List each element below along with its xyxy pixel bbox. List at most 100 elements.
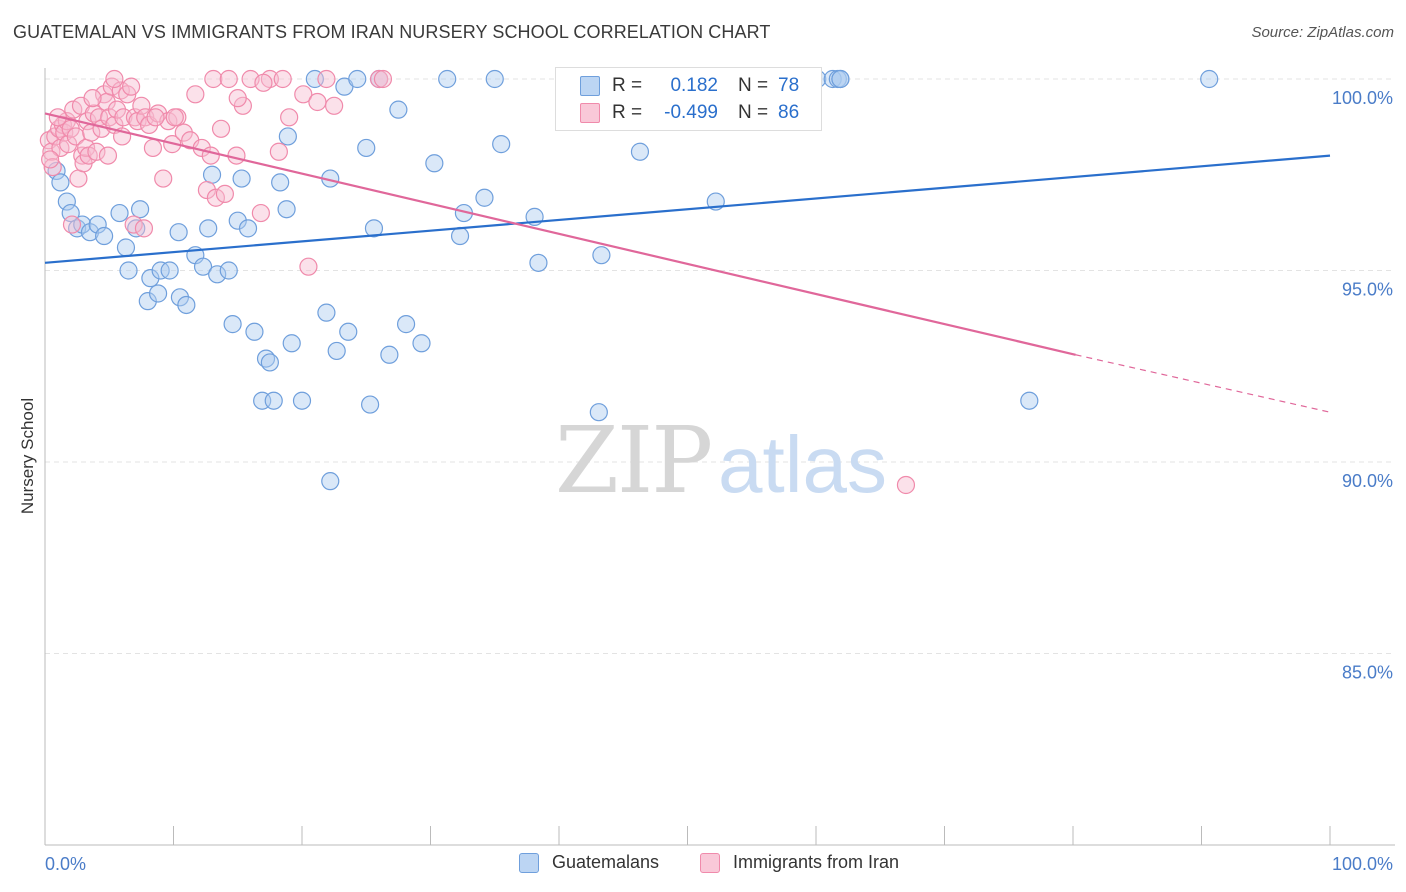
legend-n-label: N = (738, 102, 769, 123)
data-point-iran (206, 188, 226, 207)
data-point-iran (294, 85, 313, 104)
data-point-guatemalans (219, 261, 238, 280)
data-point-iran (373, 69, 393, 89)
data-point-guatemalans (116, 238, 136, 257)
data-point-guatemalans (592, 246, 611, 265)
data-point-iran (215, 184, 234, 203)
bottom-legend-guatemalans[interactable]: Guatemalans (519, 852, 659, 873)
legend-label-immigrants-from-iran: Immigrants from Iran (733, 852, 900, 872)
data-point-guatemalans (61, 203, 80, 223)
data-point-guatemalans (199, 219, 218, 238)
trend-line-guatemalans (44, 154, 1331, 264)
data-point-guatemalans (412, 334, 431, 353)
data-point-iran (69, 169, 88, 188)
data-point-guatemalans (148, 284, 168, 303)
data-point-guatemalans (51, 173, 70, 192)
data-point-iran (211, 119, 231, 138)
data-point-iran (269, 142, 288, 161)
watermark-zip: ZIP (555, 407, 711, 514)
x-tick-label-max: 100.0% (1332, 854, 1393, 874)
y-tick-label: 95.0% (1342, 280, 1393, 300)
data-point-guatemalans (80, 223, 100, 242)
data-point-guatemalans (396, 315, 416, 334)
source-label: Source: ZipAtlas.com (1251, 24, 1394, 41)
data-point-guatemalans (169, 223, 188, 242)
data-point-guatemalans (438, 69, 457, 89)
data-point-iran (251, 203, 270, 223)
legend-r-label: R = (612, 102, 643, 123)
data-point-iran (42, 142, 61, 161)
data-point-iran (325, 96, 344, 115)
legend-swatch-blue (519, 852, 539, 873)
data-point-iran (154, 169, 173, 188)
data-point-guatemalans (88, 215, 107, 234)
y-tick-label: 85.0% (1342, 663, 1393, 683)
data-point-guatemalans (321, 472, 340, 491)
data-point-guatemalans (141, 269, 160, 288)
data-point-guatemalans (485, 69, 504, 89)
data-point-guatemalans (389, 100, 408, 119)
data-point-iran (896, 475, 916, 495)
data-point-guatemalans (260, 353, 279, 372)
legend-row-guatemalans: R = 0.182 N = 78 (580, 73, 799, 99)
data-point-guatemalans (1020, 391, 1039, 410)
axes (44, 68, 1395, 846)
data-point-iran (370, 69, 389, 89)
data-point-iran (228, 89, 247, 108)
data-point-guatemalans (529, 253, 548, 272)
data-point-iran (146, 108, 165, 127)
data-point-iran (105, 69, 124, 89)
data-point-iran (308, 92, 327, 112)
legend-n-value: 86 (778, 102, 800, 123)
data-point-guatemalans (95, 226, 114, 246)
watermark-atlas: atlas (718, 420, 887, 509)
series-guatemalans (47, 69, 1219, 491)
data-point-guatemalans (278, 127, 297, 146)
data-point-guatemalans (282, 334, 301, 353)
legend-n-label: N = (738, 75, 769, 96)
data-point-guatemalans (831, 69, 850, 89)
data-point-iran (201, 146, 220, 165)
data-point-iran (165, 108, 184, 127)
data-point-guatemalans (138, 292, 157, 311)
data-point-iran (143, 138, 163, 158)
data-point-guatemalans (238, 219, 258, 238)
data-point-guatemalans (380, 345, 399, 364)
legend-r-value: -0.499 (664, 102, 718, 123)
data-point-iran (219, 69, 238, 89)
data-point-guatemalans (823, 69, 842, 89)
data-point-guatemalans (232, 169, 251, 188)
data-point-iran (124, 215, 143, 234)
data-point-guatemalans (361, 395, 380, 414)
data-point-guatemalans (317, 303, 336, 322)
x-tick-label-min: 0.0% (45, 854, 86, 874)
data-point-guatemalans (339, 322, 358, 341)
data-point-guatemalans (228, 211, 247, 230)
data-point-iran (204, 69, 223, 89)
data-point-guatemalans (425, 154, 444, 173)
y-tick-label: 90.0% (1342, 471, 1393, 491)
data-point-guatemalans (475, 188, 494, 207)
data-point-guatemalans (492, 135, 511, 154)
legend-label-guatemalans: Guatemalans (552, 852, 660, 872)
legend-r-label: R = (612, 75, 643, 96)
data-point-guatemalans (357, 138, 376, 158)
data-point-guatemalans (450, 226, 470, 246)
data-point-guatemalans (264, 391, 283, 410)
data-point-guatemalans (271, 173, 290, 192)
watermark: ZIP atlas (555, 407, 887, 514)
legend-swatch-pink (580, 103, 600, 123)
data-point-iran (280, 108, 299, 127)
data-point-iran (134, 219, 154, 238)
data-point-iran (41, 150, 60, 169)
data-point-iran (98, 146, 118, 165)
data-point-guatemalans (245, 322, 264, 341)
data-point-iran (66, 127, 85, 146)
data-point-guatemalans (589, 403, 608, 422)
data-point-iran (273, 69, 292, 89)
bottom-legend-iran[interactable]: Immigrants from Iran (700, 852, 899, 873)
data-point-guatemalans (202, 165, 222, 184)
data-point-iran (132, 96, 151, 115)
data-point-guatemalans (630, 142, 650, 161)
